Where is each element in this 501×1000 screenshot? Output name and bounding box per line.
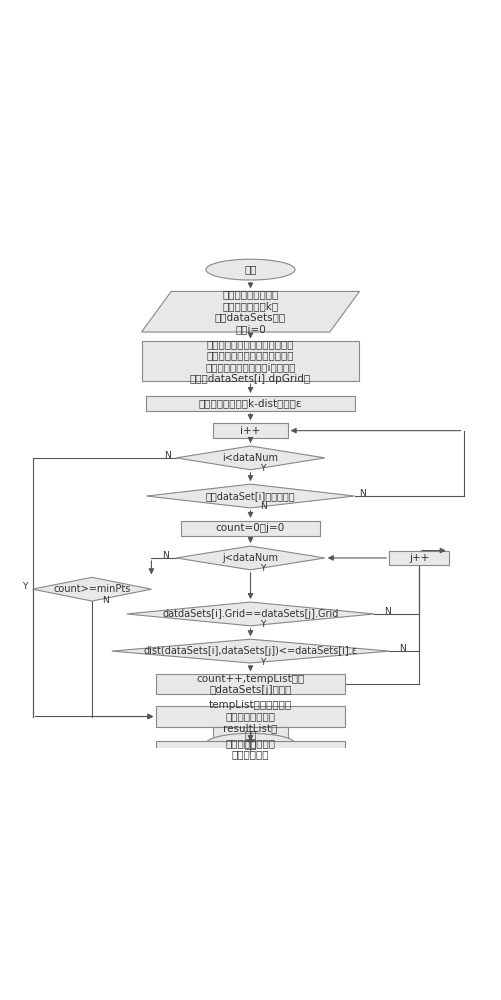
FancyBboxPatch shape	[181, 521, 320, 536]
Text: 在二维坐标中对有关系的粒子进
行二分划分，将有关系的网格合
并成一个区域，将粒子i所在的区
域存入dataSets[i].dpGrid中: 在二维坐标中对有关系的粒子进 行二分划分，将有关系的网格合 并成一个区域，将粒子…	[190, 339, 311, 384]
Text: Y: Y	[261, 620, 266, 629]
Text: count=0，j=0: count=0，j=0	[216, 523, 285, 533]
FancyBboxPatch shape	[156, 674, 345, 694]
Text: 判断dataSet[i]是否被标记: 判断dataSet[i]是否被标记	[206, 491, 295, 501]
FancyBboxPatch shape	[141, 341, 360, 381]
Text: 对每个区域计算其k-dist作为其ε: 对每个区域计算其k-dist作为其ε	[199, 398, 302, 408]
Text: 输入所要聚类的点、
点之间的关系及k，
存入dataSets容器
中，i=0: 输入所要聚类的点、 点之间的关系及k， 存入dataSets容器 中，i=0	[215, 289, 286, 334]
Text: Y: Y	[261, 464, 266, 473]
Text: N: N	[102, 596, 109, 605]
Text: 结束: 结束	[244, 739, 257, 749]
Text: j<dataNum: j<dataNum	[222, 553, 279, 563]
Polygon shape	[176, 446, 325, 470]
Text: i<dataNum: i<dataNum	[222, 453, 279, 463]
Ellipse shape	[206, 733, 295, 754]
Polygon shape	[146, 484, 355, 508]
Text: count++,tempList中加
入dataSets[j]这个点: count++,tempList中加 入dataSets[j]这个点	[196, 674, 305, 695]
Text: N: N	[384, 607, 391, 616]
FancyBboxPatch shape	[156, 741, 345, 756]
Polygon shape	[176, 546, 325, 570]
Text: Y: Y	[261, 658, 266, 667]
FancyBboxPatch shape	[389, 551, 449, 565]
Polygon shape	[127, 602, 374, 626]
FancyBboxPatch shape	[213, 727, 288, 741]
Text: dist(dataSets[i],dataSets[j])<=dataSets[i].ε: dist(dataSets[i],dataSets[j])<=dataSets[…	[143, 646, 358, 656]
Text: datdaSets[i].Grid==dataSets[j].Grid: datdaSets[i].Grid==dataSets[j].Grid	[162, 609, 339, 619]
Polygon shape	[141, 291, 360, 332]
Ellipse shape	[206, 259, 295, 280]
Text: Y: Y	[261, 564, 266, 573]
Text: Y: Y	[22, 582, 28, 591]
FancyBboxPatch shape	[156, 706, 345, 727]
Text: i++: i++	[240, 426, 261, 436]
Text: N: N	[360, 489, 366, 498]
Text: 开始: 开始	[244, 265, 257, 275]
Text: j++: j++	[409, 553, 429, 563]
Polygon shape	[33, 577, 151, 601]
Polygon shape	[112, 639, 389, 663]
Text: N: N	[164, 451, 171, 460]
Text: count>=minPts: count>=minPts	[53, 584, 131, 594]
Text: N: N	[261, 502, 267, 511]
Text: N: N	[162, 551, 169, 560]
Text: N: N	[399, 644, 406, 653]
FancyBboxPatch shape	[213, 423, 288, 438]
FancyBboxPatch shape	[146, 396, 355, 411]
Text: tempList中的点标记为
分过组了，并存入
resultList中: tempList中的点标记为 分过组了，并存入 resultList中	[209, 700, 292, 733]
Text: 输出聚类结果（聚
类族、噪声）: 输出聚类结果（聚 类族、噪声）	[225, 738, 276, 760]
Text: 合并: 合并	[244, 729, 257, 739]
